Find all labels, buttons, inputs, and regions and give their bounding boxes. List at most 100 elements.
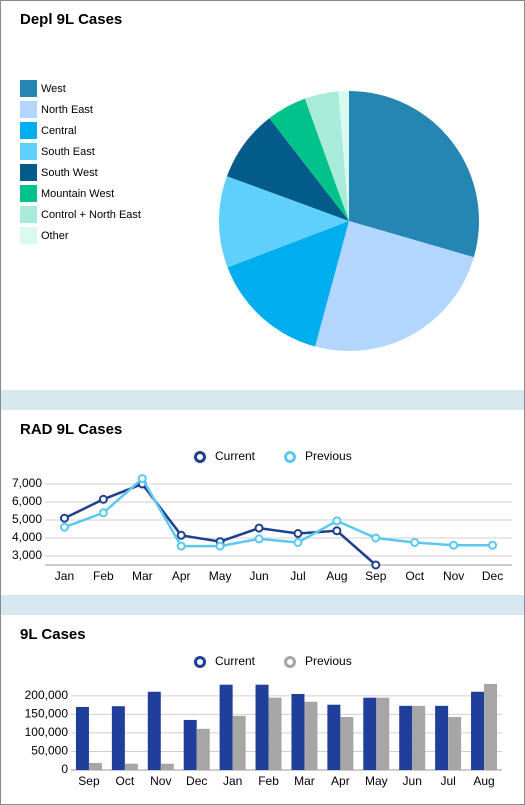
point [98, 508, 108, 518]
legend-swatch [20, 185, 37, 202]
x-tick-label: Sep [365, 569, 387, 583]
x-tick-label: Nov [443, 569, 464, 583]
y-tick-label: 7,000 [12, 476, 42, 490]
bar [471, 691, 485, 770]
point [488, 540, 498, 550]
legend-marker [194, 451, 206, 463]
legend-swatch [20, 164, 37, 181]
legend-label: Mountain West [41, 188, 114, 200]
bar [363, 697, 377, 770]
legend-label: Previous [305, 449, 352, 463]
x-tick-label: Jan [55, 569, 74, 583]
pie-slice [349, 91, 479, 258]
legend-label: South West [41, 167, 98, 179]
bar [291, 693, 305, 770]
x-tick-label: May [365, 774, 388, 788]
chart-title: RAD 9L Cases [20, 421, 122, 438]
x-tick-label: Aug [326, 569, 347, 583]
y-tick-label: 0 [61, 762, 68, 776]
legend-label: Control + North East [41, 209, 141, 221]
bar [219, 684, 233, 770]
point [59, 522, 69, 532]
separator [1, 390, 524, 410]
legend-swatch [20, 101, 37, 118]
bar [448, 716, 462, 770]
point [59, 513, 69, 523]
point [371, 560, 381, 570]
x-tick-label: Sep [78, 774, 100, 788]
bar [412, 705, 426, 770]
x-tick-label: Oct [405, 569, 424, 583]
bar [183, 719, 197, 770]
bar [160, 763, 174, 770]
y-tick-label: 4,000 [12, 530, 42, 544]
bar [147, 691, 161, 770]
pie-slice [304, 91, 349, 221]
y-tick-label: 100,000 [25, 725, 69, 739]
bar [399, 705, 413, 770]
pie-slice [269, 98, 349, 221]
bar [268, 697, 282, 770]
y-tick-label: 50,000 [31, 744, 68, 758]
legend-label: Current [215, 449, 256, 463]
x-tick-label: Apr [172, 569, 191, 583]
legend-swatch [20, 80, 37, 97]
x-tick-label: Feb [258, 774, 279, 788]
x-tick-label: Apr [331, 774, 350, 788]
bar [124, 763, 138, 770]
point [254, 534, 264, 544]
x-tick-label: Feb [93, 569, 114, 583]
legend-swatch [20, 227, 37, 244]
point [293, 538, 303, 547]
legend-label: West [41, 83, 66, 95]
x-tick-label: Dec [186, 774, 207, 788]
line [64, 476, 493, 548]
point [176, 541, 186, 551]
point [371, 533, 381, 543]
point [449, 540, 459, 550]
x-tick-label: Jul [290, 569, 305, 583]
pie-slice [338, 91, 349, 221]
bar [196, 728, 210, 770]
point [137, 474, 147, 484]
x-tick-label: Mar [132, 569, 153, 583]
pie-slice [315, 221, 474, 351]
x-tick-label: Aug [473, 774, 494, 788]
bar [304, 701, 318, 770]
x-tick-label: Jul [440, 774, 455, 788]
point [215, 541, 225, 551]
y-tick-label: 150,000 [25, 707, 69, 721]
bar [232, 715, 246, 770]
legend-label: Other [41, 230, 69, 242]
pie-slice [227, 221, 349, 347]
pie-slice [226, 118, 349, 221]
point [254, 523, 264, 533]
chart-title: Depl 9L Cases [20, 11, 122, 28]
legend-marker [284, 451, 296, 463]
legend-label: North East [41, 104, 93, 116]
y-tick-label: 5,000 [12, 512, 42, 526]
bar [376, 697, 390, 770]
bar [340, 716, 354, 770]
x-tick-label: Mar [294, 774, 315, 788]
legend-label: Current [215, 654, 256, 668]
y-tick-label: 6,000 [12, 494, 42, 508]
chart-title: 9L Cases [20, 626, 86, 643]
separator [1, 595, 524, 615]
legend-label: Previous [305, 654, 352, 668]
bar [327, 704, 341, 770]
point [293, 529, 303, 538]
x-tick-label: Jun [403, 774, 422, 788]
y-tick-label: 3,000 [12, 548, 42, 562]
legend-swatch [20, 122, 37, 139]
legend-marker [284, 656, 296, 668]
x-tick-label: Dec [482, 569, 503, 583]
legend-label: Central [41, 125, 76, 137]
point [176, 530, 186, 540]
bar [435, 705, 449, 770]
x-tick-label: Jan [223, 774, 242, 788]
point [410, 538, 420, 547]
legend-swatch [20, 143, 37, 160]
y-tick-label: 200,000 [25, 688, 69, 702]
